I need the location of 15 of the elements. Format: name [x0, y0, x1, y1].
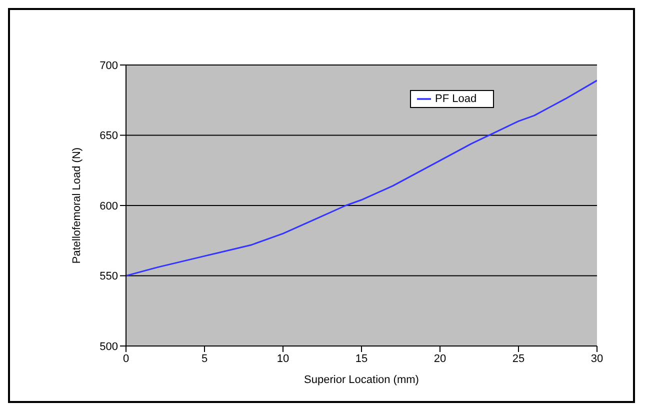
x-tick-label: 10 [276, 352, 290, 365]
x-tick-label: 0 [122, 352, 130, 365]
x-tick-label: 30 [590, 352, 604, 365]
x-tick-label: 5 [201, 352, 208, 365]
y-axis-title: Patellofemoral Load (N) [70, 147, 83, 264]
y-tick-label: 700 [100, 60, 118, 72]
y-tick-label: 500 [100, 340, 118, 353]
x-tick-label: 25 [512, 352, 525, 365]
x-tick-label: 20 [434, 352, 446, 365]
y-tick-label: 550 [100, 270, 118, 283]
y-tick-label: 650 [100, 130, 118, 142]
y-tick-label: 600 [100, 200, 118, 212]
legend-label: PF Load [435, 92, 477, 105]
x-axis-title: Superior Location (mm) [304, 374, 419, 386]
x-tick-label: 15 [355, 352, 368, 365]
